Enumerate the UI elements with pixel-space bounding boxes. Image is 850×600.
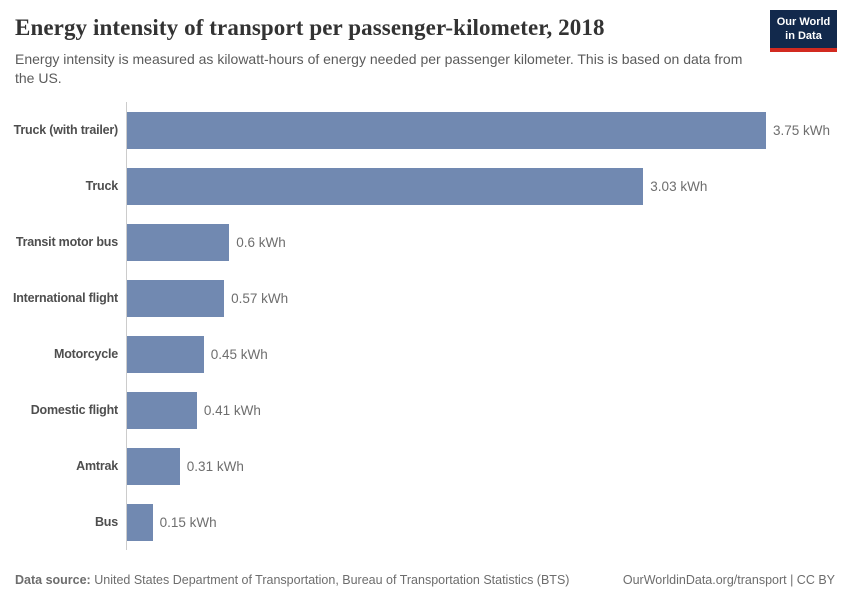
bar-row: Bus 0.15 kWh: [15, 494, 835, 550]
bar[interactable]: [127, 111, 766, 149]
value-label: 3.03 kWh: [650, 178, 708, 194]
data-source-label: Data source:: [15, 573, 91, 587]
bar-track: 3.03 kWh: [126, 158, 835, 214]
bar-track: 0.6 kWh: [126, 214, 835, 270]
bar-row: Transit motor bus 0.6 kWh: [15, 214, 835, 270]
bar[interactable]: [127, 335, 204, 373]
bar-track: 0.41 kWh: [126, 382, 835, 438]
value-label: 0.57 kWh: [231, 290, 289, 306]
category-label: Truck: [85, 179, 119, 193]
bar-row: Truck (with trailer) 3.75 kWh: [13, 102, 835, 158]
data-source-text: United States Department of Transportati…: [94, 573, 570, 587]
bar-track: 3.75 kWh: [126, 102, 835, 158]
category-label: International flight: [12, 291, 118, 305]
bar-track: 0.45 kWh: [126, 326, 835, 382]
bar-row: Domestic flight 0.41 kWh: [15, 382, 835, 438]
category-label: Transit motor bus: [15, 235, 118, 249]
value-label: 0.15 kWh: [159, 514, 217, 530]
category-label: Domestic flight: [30, 403, 118, 417]
owid-logo: Our World in Data: [770, 10, 837, 52]
value-label: 3.75 kWh: [773, 122, 831, 138]
bar[interactable]: [127, 447, 180, 485]
owid-logo-line2: in Data: [785, 30, 822, 43]
attribution-link[interactable]: OurWorldinData.org/transport | CC BY: [622, 573, 835, 587]
bar-track: 0.15 kWh: [126, 494, 835, 550]
value-label: 0.45 kWh: [210, 346, 268, 362]
chart-footer: Data source: United States Department of…: [15, 573, 835, 587]
data-source: Data source: United States Department of…: [15, 573, 569, 587]
bar-chart: Truck (with trailer) 3.75 kWh Truck 3.03 kW…: [12, 102, 835, 550]
bar[interactable]: [127, 167, 644, 205]
page-subtitle: Energy intensity is measured as kilowatt…: [15, 50, 743, 87]
page-title: Energy intensity of transport per passen…: [15, 15, 605, 40]
bar[interactable]: [127, 279, 225, 317]
bar-track: 0.31 kWh: [126, 438, 835, 494]
value-label: 0.31 kWh: [186, 458, 244, 474]
header: Energy intensity of transport per passen…: [15, 14, 755, 89]
value-label: 0.41 kWh: [203, 402, 261, 418]
bar[interactable]: [127, 503, 153, 541]
bar[interactable]: [127, 223, 230, 261]
bar-row: Motorcycle 0.45 kWh: [15, 326, 835, 382]
category-label: Motorcycle: [54, 347, 118, 361]
category-label: Amtrak: [76, 459, 118, 473]
bar[interactable]: [127, 391, 197, 429]
bar-row: International flight 0.57 kWh: [12, 270, 835, 326]
bar-row: Amtrak 0.31 kWh: [15, 438, 835, 494]
bar-row: Truck 3.03 kWh: [15, 158, 835, 214]
category-label: Truck (with trailer): [13, 123, 119, 137]
owid-logo-line1: Our World: [776, 16, 831, 28]
category-label: Bus: [94, 515, 118, 529]
bar-track: 0.57 kWh: [126, 270, 835, 326]
value-label: 0.6 kWh: [236, 234, 286, 250]
